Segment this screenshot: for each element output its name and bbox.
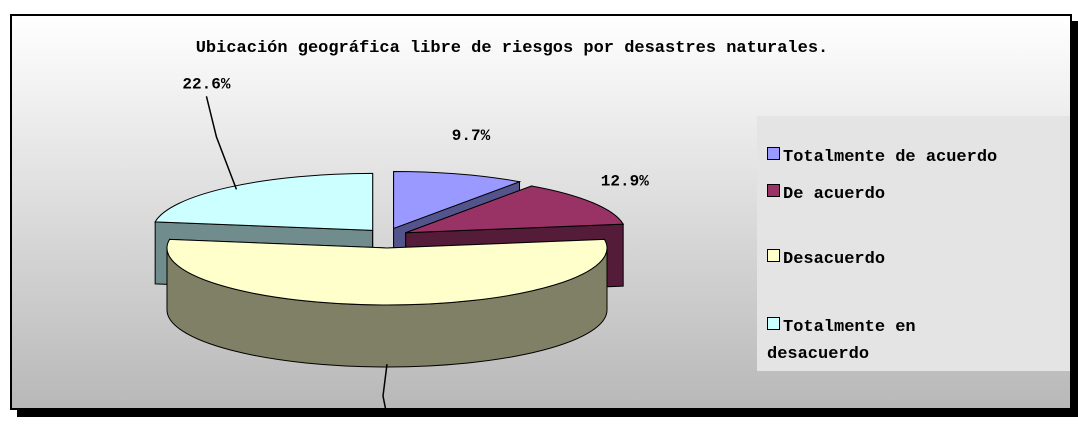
legend-label: De acuerdo <box>783 185 886 204</box>
legend-swatch <box>767 147 780 160</box>
legend-swatch <box>767 184 780 197</box>
legend-item: Totalmente de acuerdo <box>767 144 1067 171</box>
legend-label: Desacuerdo <box>783 250 886 269</box>
leader-line <box>382 364 388 408</box>
legend-swatch <box>767 317 780 330</box>
data-label: 12.9% <box>601 173 649 191</box>
slice <box>154 172 374 231</box>
pie-area: 9.7%12.9%54.8%22.6% <box>154 76 649 408</box>
legend-swatch <box>767 249 780 262</box>
chart-title: Ubicación geográfica libre de riesgos po… <box>195 39 829 58</box>
data-label: 22.6% <box>182 76 230 94</box>
legend-item: Desacuerdo <box>767 246 1067 273</box>
legend-label: Totalmente de acuerdo <box>783 148 998 167</box>
data-label: 9.7% <box>452 127 491 145</box>
leader-line <box>205 96 238 190</box>
chart-frame: Ubicación geográfica libre de riesgos po… <box>10 14 1072 410</box>
slice <box>393 170 522 230</box>
legend-item: Totalmente en desacuerdo <box>767 314 967 368</box>
legend-label: Totalmente en desacuerdo <box>767 318 916 364</box>
legend: Totalmente de acuerdo De acuerdo Desacuerd… <box>757 116 1070 371</box>
slice <box>405 185 625 234</box>
legend-item: De acuerdo <box>767 181 1067 208</box>
slice <box>166 238 608 306</box>
